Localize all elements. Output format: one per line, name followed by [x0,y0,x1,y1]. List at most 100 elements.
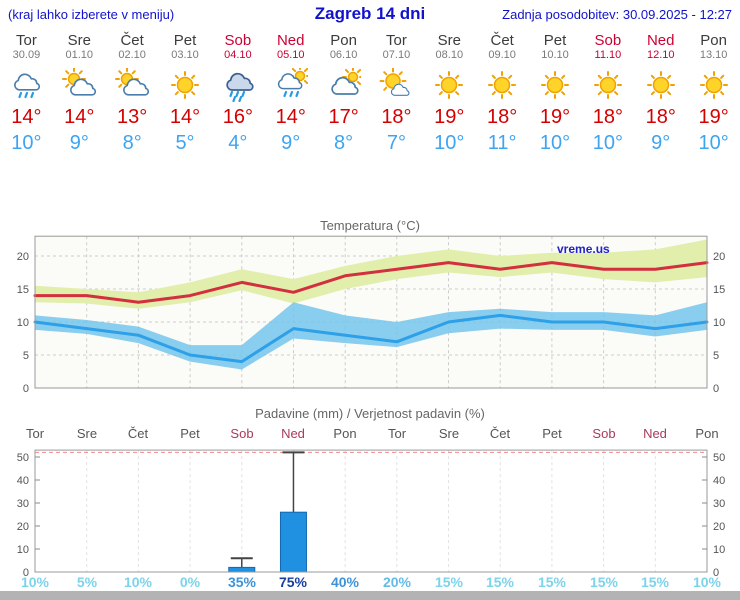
day-name: Pet [173,32,197,49]
weather-icon-rain [9,68,43,102]
forecast-day-6[interactable]: Pon 06.10 17° 8° [317,32,370,155]
svg-text:10: 10 [713,317,725,329]
forecast-day-10[interactable]: Pet 10.10 19° 10° [529,32,582,155]
min-temp: 8° [122,132,142,154]
min-temp: 10° [434,132,465,154]
forecast-row: Tor 30.09 14° 10° Sre 01.10 14° 9° Čet 02.10 13° 8°… [0,32,740,155]
weather-icon-sunny [538,68,572,102]
precip-day-label: Ned [281,426,305,441]
min-temp: 8° [334,132,354,154]
weather-icon-partly [62,67,97,102]
forecast-day-8[interactable]: Sre 08.10 19° 10° [423,32,476,155]
forecast-day-0[interactable]: Tor 30.09 14° 10° [0,32,53,155]
precip-day-label: Sob [592,426,616,441]
temperature-chart-title: Temperatura (°C) [320,218,420,233]
svg-text:15: 15 [17,284,29,296]
max-temp: 14° [64,106,95,128]
day-name: Ned [276,32,305,49]
max-temp: 14° [169,106,201,128]
precip-day-label: Sre [438,426,460,441]
min-temp: 9° [69,132,89,154]
weather-icon-sunny [432,68,466,102]
day-name: Pon [700,32,727,49]
svg-text:30: 30 [17,498,29,510]
day-name: Ned [646,32,675,49]
day-date: 11.10 [594,49,622,61]
svg-text:40: 40 [713,475,725,487]
precipitation-chart-svg: 0 0 10 10 20 20 30 30 40 40 50 50 [17,449,725,579]
forecast-day-13[interactable]: Pon 13.10 19° 10° [687,32,740,155]
precip-bar [228,566,256,573]
day-date: 02.10 [118,49,146,61]
precip-probability: 15% [640,574,670,590]
forecast-day-3[interactable]: Pet 03.10 14° 5° [159,32,212,155]
weather-icon-rain-heavy [221,68,255,103]
day-date: 04.10 [224,49,252,61]
weather-icon-sun-rain [274,65,311,102]
min-temp: 10° [592,132,623,154]
precip-bar [279,511,307,573]
svg-text:10: 10 [17,544,29,556]
svg-text:10: 10 [17,317,29,329]
precip-probability: 20% [382,574,412,590]
day-date: 12.10 [646,49,675,61]
min-temp: 7° [386,132,406,154]
weather-icon-sunny [644,68,678,102]
precip-probability: 10% [123,574,153,590]
weather-icon-partly [115,67,150,102]
precip-probability: 75% [278,574,308,590]
day-date: 01.10 [65,49,94,61]
min-temp: 9° [651,132,671,154]
precip-probability-row: 10% 5% 10% 0% 35% 75% 40% 20% 15% 15% 15% 15% 15% 10% [0,574,740,591]
precip-day-label: Pon [695,426,719,441]
day-name: Sre [437,32,461,49]
forecast-day-12[interactable]: Ned 12.10 18° 9° [634,32,687,155]
min-temp: 10° [539,132,571,154]
menu-hint: (kraj lahko izberete v meniju) [8,7,175,22]
forecast-day-4[interactable]: Sob 04.10 16° 4° [211,32,264,155]
svg-text:0: 0 [713,383,719,395]
day-name: Čet [120,32,144,49]
precip-day-label: Sre [76,426,98,441]
weather-icon-sunny [168,68,202,102]
precip-day-label: Tor [387,426,407,441]
max_temp-line [33,261,709,304]
svg-text:15: 15 [713,284,725,296]
svg-text:20: 20 [17,251,29,263]
svg-text:5: 5 [713,350,719,362]
precip-day-label: Pon [333,426,357,441]
precip-day-label: Tor [25,426,45,441]
max-temp: 19° [539,106,571,128]
forecast-day-9[interactable]: Čet 09.10 18° 11° [476,32,529,155]
max-temp: 18° [645,106,676,128]
page-title: Zagreb 14 dni [314,4,426,23]
precip-probability: 15% [434,574,464,590]
precip-day-label: Sob [230,426,254,441]
min-temp: 10° [11,132,42,154]
forecast-day-7[interactable]: Tor 07.10 18° 7° [370,32,423,155]
forecast-day-11[interactable]: Sob 11.10 18° 10° [581,32,634,155]
forecast-day-1[interactable]: Sre 01.10 14° 9° [53,32,106,155]
svg-text:20: 20 [713,521,725,533]
day-date: 13.10 [699,49,728,61]
precip-probability: 10% [20,574,50,590]
day-date: 30.09 [12,49,41,61]
precip-day-label: Čet [489,426,511,441]
max-temp: 16° [222,106,253,128]
precip-day-label: Pet [542,426,562,441]
day-date: 03.10 [171,49,199,61]
max-temp: 19° [698,106,729,128]
min-temp: 4° [228,132,248,154]
forecast-day-5[interactable]: Ned 05.10 14° 9° [264,32,317,155]
min-temp: 5° [175,132,195,154]
min-temp: 9° [281,132,301,154]
day-name: Tor [16,32,37,49]
svg-text:50: 50 [17,452,29,464]
precip-probability: 15% [537,574,567,590]
day-name: Sre [67,32,91,49]
svg-text:40: 40 [17,475,29,487]
svg-text:20: 20 [17,521,29,533]
weather-icon-sunny [485,68,519,102]
forecast-day-2[interactable]: Čet 02.10 13° 8° [106,32,159,155]
precip-day-label: Čet [127,426,149,441]
